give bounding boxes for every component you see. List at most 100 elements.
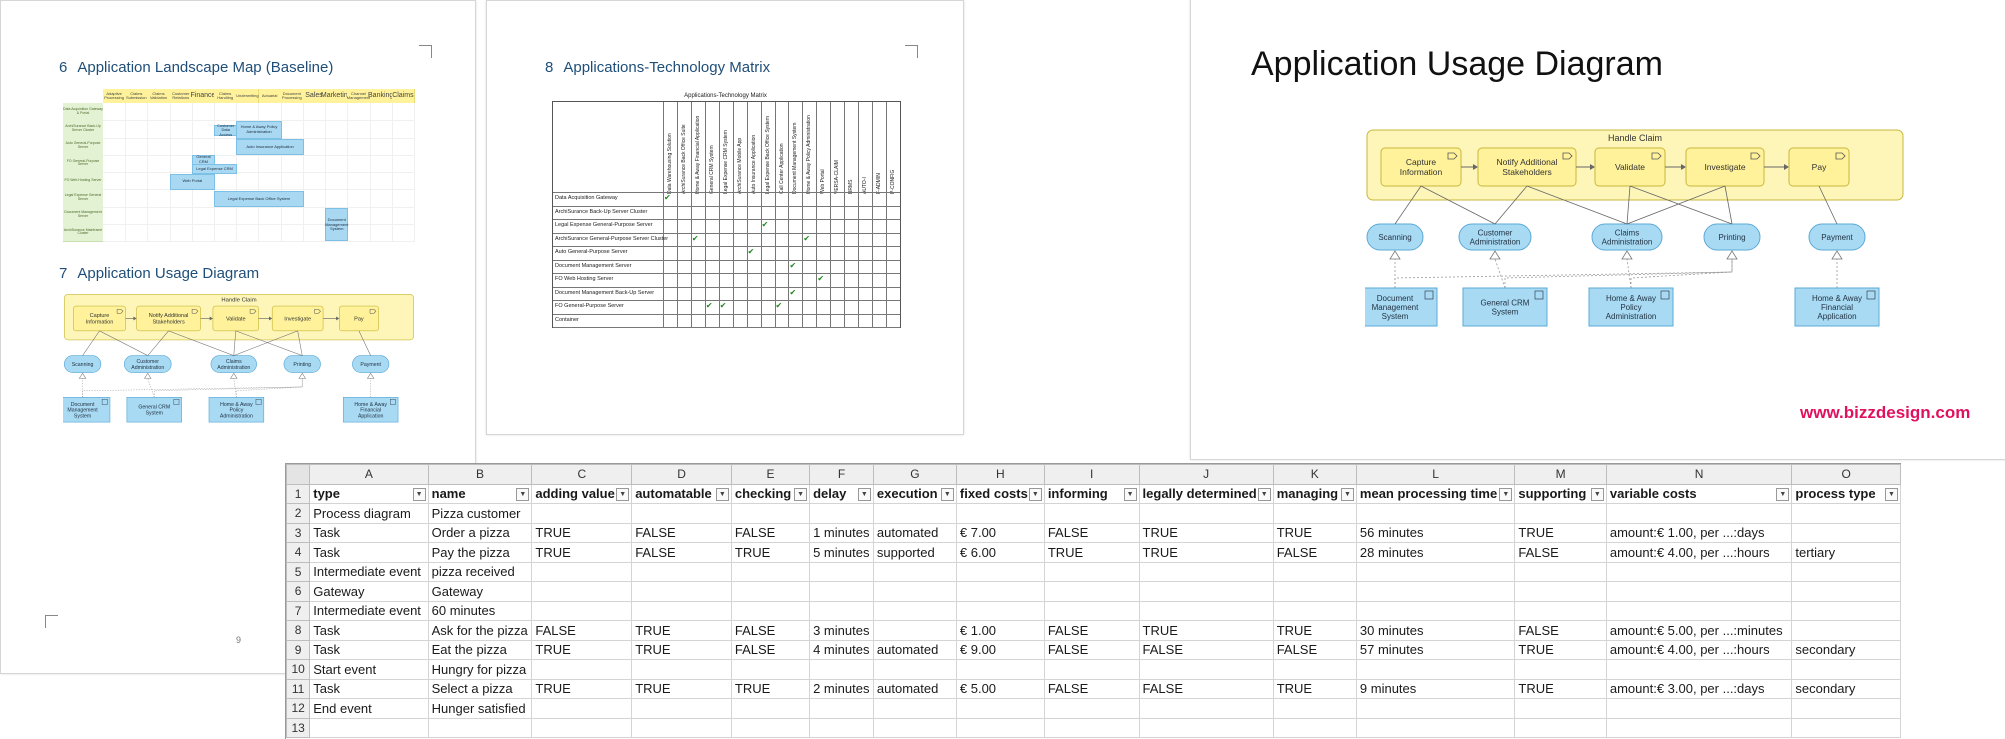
table-cell[interactable]: automated (872, 522, 957, 543)
filter-dropdown-icon[interactable]: ▼ (857, 487, 871, 501)
table-header-cell[interactable]: automatable ▼ (631, 483, 732, 504)
table-cell[interactable] (631, 659, 732, 680)
table-cell[interactable]: Intermediate event (309, 600, 429, 621)
table-cell[interactable]: TRUE (1138, 522, 1274, 543)
table-cell[interactable] (1791, 503, 1901, 524)
table-cell[interactable] (1605, 561, 1793, 582)
table-header-cell[interactable]: name ▼ (427, 483, 533, 504)
table-cell[interactable]: TRUE (631, 639, 732, 660)
table-cell[interactable] (1138, 581, 1274, 602)
table-header-cell[interactable]: informing ▼ (1043, 483, 1140, 504)
bizzdesign-watermark[interactable]: www.bizzdesign.com (1800, 403, 1971, 422)
column-header[interactable]: M (1514, 464, 1607, 485)
table-cell[interactable]: FALSE (730, 522, 811, 543)
table-cell[interactable]: FALSE (1272, 639, 1357, 660)
column-header[interactable]: J (1138, 464, 1274, 485)
table-header-cell[interactable]: checking ▼ (730, 483, 811, 504)
table-cell[interactable]: 4 minutes (809, 639, 874, 660)
table-cell[interactable]: € 6.00 (955, 542, 1045, 563)
table-cell[interactable] (809, 600, 874, 621)
table-cell[interactable]: 57 minutes (1355, 639, 1516, 660)
table-cell[interactable]: End event (309, 698, 429, 719)
table-header-cell[interactable]: adding value ▼ (531, 483, 633, 504)
filter-dropdown-icon[interactable]: ▼ (794, 487, 808, 501)
select-all-corner[interactable] (285, 464, 311, 485)
table-cell[interactable] (809, 503, 874, 524)
table-cell[interactable]: Task (309, 542, 429, 563)
table-cell[interactable]: Pay the pizza (427, 542, 533, 563)
table-cell[interactable]: Select a pizza (427, 678, 533, 699)
filter-dropdown-icon[interactable]: ▼ (1123, 487, 1137, 501)
row-header[interactable]: 10 (285, 659, 311, 680)
table-header-cell[interactable]: execution ▼ (872, 483, 957, 504)
table-cell[interactable] (631, 717, 732, 738)
row-header[interactable]: 3 (285, 522, 311, 543)
table-cell[interactable] (730, 600, 811, 621)
table-cell[interactable]: Eat the pizza (427, 639, 533, 660)
table-cell[interactable]: 60 minutes (427, 600, 533, 621)
row-header[interactable]: 12 (285, 698, 311, 719)
row-header[interactable]: 9 (285, 639, 311, 660)
table-cell[interactable]: TRUE (531, 542, 633, 563)
table-cell[interactable] (955, 600, 1045, 621)
table-cell[interactable] (531, 659, 633, 680)
table-cell[interactable] (631, 581, 732, 602)
table-cell[interactable] (1605, 600, 1793, 621)
table-cell[interactable] (1355, 600, 1516, 621)
table-cell[interactable] (730, 659, 811, 680)
table-cell[interactable] (1791, 561, 1901, 582)
table-cell[interactable] (1355, 581, 1516, 602)
row-header[interactable]: 6 (285, 581, 311, 602)
table-cell[interactable]: TRUE (1138, 620, 1274, 641)
table-cell[interactable]: FALSE (730, 620, 811, 641)
table-cell[interactable]: FALSE (1043, 678, 1140, 699)
table-header-cell[interactable]: mean processing time ▼ (1355, 483, 1516, 504)
filter-dropdown-icon[interactable]: ▼ (1340, 487, 1354, 501)
table-cell[interactable] (955, 561, 1045, 582)
table-cell[interactable]: automated (872, 678, 957, 699)
table-cell[interactable]: pizza received (427, 561, 533, 582)
table-cell[interactable] (631, 698, 732, 719)
table-cell[interactable]: FALSE (631, 522, 732, 543)
table-cell[interactable] (730, 561, 811, 582)
table-cell[interactable] (809, 581, 874, 602)
row-header[interactable]: 5 (285, 561, 311, 582)
table-cell[interactable] (1514, 600, 1607, 621)
filter-dropdown-icon[interactable]: ▼ (715, 487, 729, 501)
table-cell[interactable] (531, 581, 633, 602)
column-header[interactable]: F (809, 464, 874, 485)
table-cell[interactable]: TRUE (631, 678, 732, 699)
table-cell[interactable] (1514, 581, 1607, 602)
table-cell[interactable]: FALSE (1272, 542, 1357, 563)
table-cell[interactable] (1272, 698, 1357, 719)
column-header[interactable]: E (730, 464, 811, 485)
table-cell[interactable] (1043, 659, 1140, 680)
table-header-cell[interactable]: type ▼ (309, 483, 429, 504)
table-cell[interactable] (1514, 717, 1607, 738)
table-cell[interactable] (1138, 698, 1274, 719)
table-cell[interactable] (955, 717, 1045, 738)
table-cell[interactable] (631, 600, 732, 621)
table-cell[interactable] (531, 698, 633, 719)
table-cell[interactable]: FALSE (1138, 639, 1274, 660)
table-cell[interactable]: Start event (309, 659, 429, 680)
table-cell[interactable] (1043, 503, 1140, 524)
table-cell[interactable] (1138, 600, 1274, 621)
table-cell[interactable] (1605, 659, 1793, 680)
table-cell[interactable]: TRUE (1272, 522, 1357, 543)
table-cell[interactable] (1138, 503, 1274, 524)
table-cell[interactable]: Task (309, 620, 429, 641)
table-cell[interactable] (1514, 698, 1607, 719)
row-header[interactable]: 13 (285, 717, 311, 738)
table-cell[interactable] (730, 698, 811, 719)
table-cell[interactable] (872, 698, 957, 719)
table-cell[interactable] (631, 503, 732, 524)
filter-dropdown-icon[interactable]: ▼ (940, 487, 954, 501)
table-cell[interactable]: TRUE (730, 678, 811, 699)
filter-dropdown-icon[interactable]: ▼ (516, 487, 530, 501)
table-cell[interactable]: Gateway (427, 581, 533, 602)
table-cell[interactable] (1272, 581, 1357, 602)
table-cell[interactable] (1043, 717, 1140, 738)
table-cell[interactable] (1791, 522, 1901, 543)
table-cell[interactable]: 9 minutes (1355, 678, 1516, 699)
